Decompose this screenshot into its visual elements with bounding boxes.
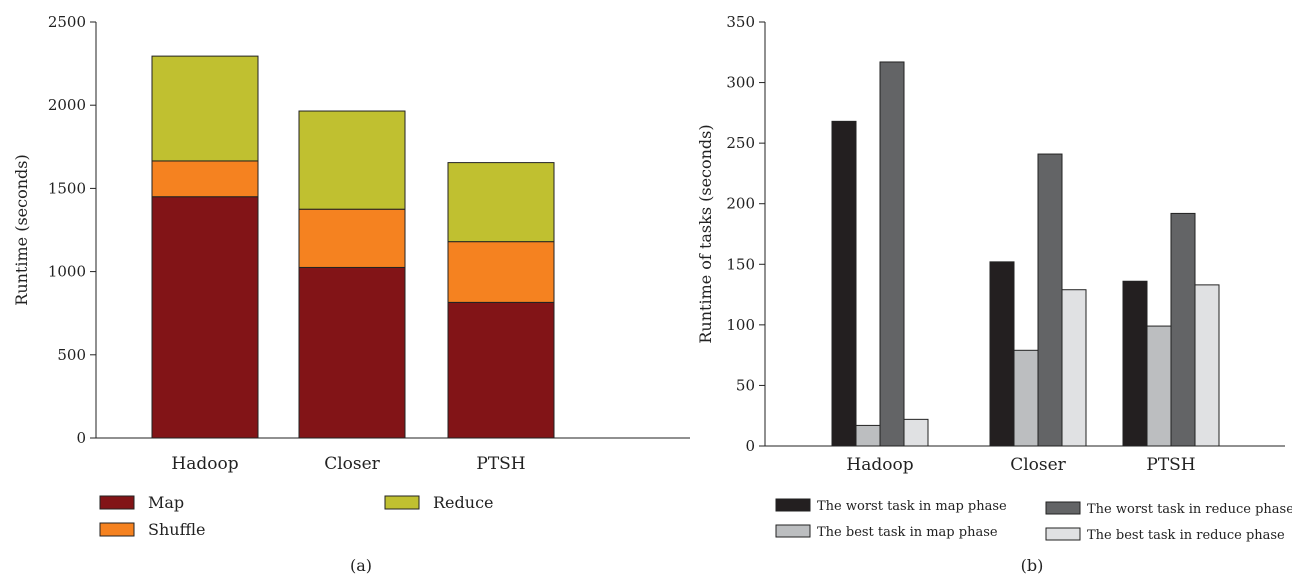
chart-b-y-tick-label: 100 — [726, 316, 755, 334]
chart-b-y-axis-label: Runtime of tasks (seconds) — [696, 124, 715, 343]
chart-a-y-tick-label: 2500 — [48, 13, 86, 31]
chart-a-y-tick-label: 500 — [57, 346, 86, 364]
chart-a-bar-closer-map — [298, 266, 406, 439]
chart-b-y-tick-label: 150 — [726, 255, 755, 273]
chart-a-y-axis-label: Runtime (seconds) — [12, 154, 31, 305]
chart-b-bar-closer-the-best-task-in-reduce-phase — [1061, 289, 1087, 447]
chart-b-y-tick-label: 300 — [726, 74, 755, 92]
chart-a-legend-swatch-map — [99, 495, 135, 510]
chart-a-y-tick-label: 0 — [76, 429, 86, 447]
chart-a-runtime-stacked: 0 500 1000 1500 2000 2500 Runtime (seconds) Had… — [12, 13, 690, 575]
chart-b-bar-closer-the-best-task-in-map-phase — [1013, 349, 1039, 447]
chart-b-legend-swatch-the-best-task-in-reduce-phase — [1045, 527, 1081, 541]
chart-b-x-tick-label-ptsh: PTSH — [1146, 455, 1195, 475]
chart-b-bar-hadoop-the-worst-task-in-map-phase — [831, 120, 857, 447]
chart-b-task-runtime: 0 50 100 150 200 250 300 350 Runtime of tasks (s… — [696, 13, 1292, 575]
chart-b-y-tick-label: 0 — [745, 437, 755, 455]
chart-b-legend-swatch-the-worst-task-in-map-phase — [775, 498, 811, 512]
chart-b-bar-hadoop-the-best-task-in-map-phase — [855, 424, 881, 447]
chart-a-bar-closer-reduce — [298, 110, 406, 210]
chart-b-legend-swatch-the-best-task-in-map-phase — [775, 524, 811, 538]
chart-a-legend-label-reduce: Reduce — [433, 493, 494, 512]
chart-b-legend-label-the-best-task-in-map-phase: The best task in map phase — [817, 525, 998, 540]
chart-b-x-tick-label-hadoop: Hadoop — [846, 455, 913, 475]
chart-a-bar-ptsh-shuffle — [447, 241, 555, 303]
chart-b-legend-label-the-worst-task-in-reduce-phase: The worst task in reduce phase — [1087, 502, 1292, 517]
chart-a-bar-hadoop-shuffle — [151, 160, 259, 198]
chart-b-bar-ptsh-the-worst-task-in-reduce-phase — [1170, 212, 1196, 447]
chart-a-panel-label: (a) — [350, 556, 372, 575]
chart-a-bar-ptsh-map — [447, 301, 555, 439]
chart-a-legend-label-map: Map — [148, 493, 184, 512]
chart-b-bar-ptsh-the-best-task-in-map-phase — [1146, 325, 1172, 447]
chart-a-x-tick-label-hadoop: Hadoop — [171, 454, 238, 474]
chart-b-y-tick-label: 200 — [726, 195, 755, 213]
chart-b-legend-swatch-the-worst-task-in-reduce-phase — [1045, 501, 1081, 515]
chart-b-bar-ptsh-the-worst-task-in-map-phase — [1122, 280, 1148, 447]
chart-a-bar-hadoop-reduce — [151, 55, 259, 162]
chart-b-y-tick-label: 350 — [726, 13, 755, 31]
chart-a-bar-closer-shuffle — [298, 208, 406, 268]
chart-a-bar-ptsh-reduce — [447, 162, 555, 243]
chart-b-bar-hadoop-the-best-task-in-reduce-phase — [903, 418, 929, 447]
chart-a-x-tick-label-ptsh: PTSH — [476, 454, 525, 474]
chart-a-x-tick-label-closer: Closer — [324, 454, 380, 474]
chart-b-y-tick-label: 50 — [736, 376, 755, 394]
chart-a-bar-hadoop-map — [151, 196, 259, 439]
chart-a-legend-swatch-shuffle — [99, 522, 135, 537]
chart-b-legend-label-the-best-task-in-reduce-phase: The best task in reduce phase — [1087, 528, 1285, 543]
chart-b-y-tick-label: 250 — [726, 134, 755, 152]
chart-b-panel-label: (b) — [1021, 556, 1044, 575]
chart-b-bar-closer-the-worst-task-in-reduce-phase — [1037, 153, 1063, 447]
chart-a-y-tick-label: 1000 — [48, 263, 86, 281]
chart-b-bar-hadoop-the-worst-task-in-reduce-phase — [879, 61, 905, 447]
chart-b-bar-ptsh-the-best-task-in-reduce-phase — [1194, 284, 1220, 447]
chart-a-y-tick-label: 2000 — [48, 96, 86, 114]
chart-b-legend-label-the-worst-task-in-map-phase: The worst task in map phase — [817, 499, 1007, 514]
chart-b-x-tick-label-closer: Closer — [1010, 455, 1066, 475]
chart-b-bar-closer-the-worst-task-in-map-phase — [989, 261, 1015, 447]
chart-a-y-tick-label: 1500 — [48, 179, 86, 197]
chart-a-legend-label-shuffle: Shuffle — [148, 520, 206, 539]
chart-a-legend-swatch-reduce — [384, 495, 420, 510]
